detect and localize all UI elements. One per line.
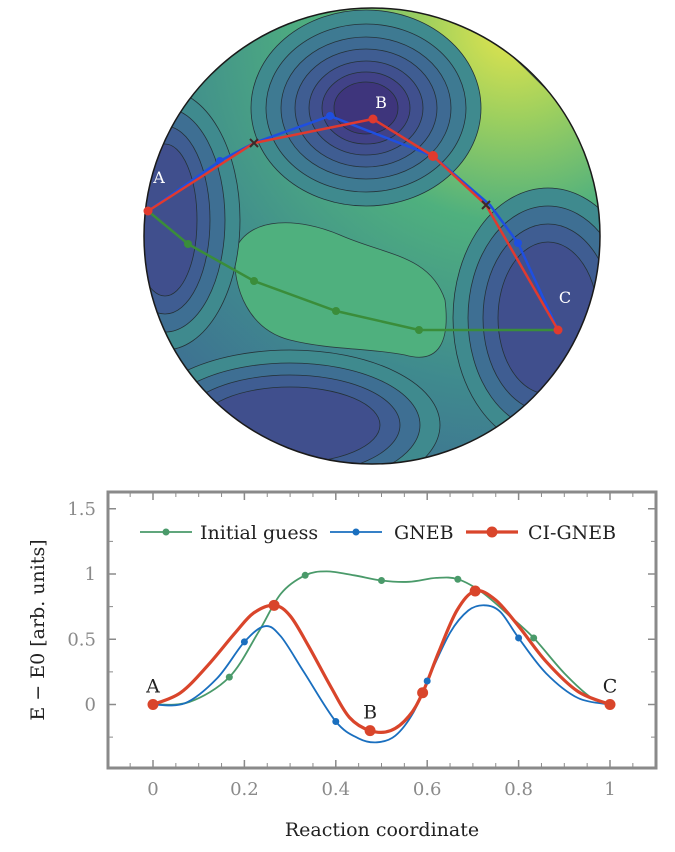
energy-sphere: A B C [143,7,601,465]
point-initial-guess [301,571,309,579]
point-gneb [515,634,523,642]
energy-profile-plot: 0 0.2 0.4 0.6 0.8 1 0 0.5 1 1.5 A B C Initial guess… [27,490,658,841]
point-gneb [240,638,248,646]
x-tick-label: 1 [604,779,615,800]
sphere-label-c: C [559,288,571,307]
y-tick-label: 1 [85,564,96,585]
basin-bottom [144,349,441,464]
y-tick-label: 0.5 [67,629,96,650]
point-label: C [603,676,618,698]
legend-label-ci-gneb: CI-GNEB [528,522,616,544]
sphere-outline [143,7,601,465]
point-label: B [363,702,377,724]
point-gneb [423,677,431,685]
basin-b [250,9,482,207]
curve-gneb [152,604,611,744]
plot-frame [106,490,658,770]
x-tick-label: 0.8 [504,779,533,800]
point-initial-guess [225,673,233,681]
sphere-label-a: A [152,168,165,187]
point-gneb [332,717,340,725]
x-tick-label: 0 [147,779,158,800]
point-ci-gneb [604,699,616,710]
path-gneb [147,114,560,331]
axis-ticks: 0 0.2 0.4 0.6 0.8 1 0 0.5 1 1.5 [67,493,655,800]
legend-label-initial-guess: Initial guess [200,522,318,544]
point-initial-guess [454,575,462,583]
curve-ci-gneb [152,589,611,734]
point-initial-guess [378,577,385,585]
path-initial-guess [147,210,558,332]
x-axis-label: Reaction coordinate [285,819,479,841]
point-ci-gneb [147,699,159,710]
legend-label-gneb: GNEB [394,522,454,544]
x-tick-label: 0.4 [321,779,350,800]
y-tick-label: 0 [85,695,96,716]
point-label: A [145,676,160,698]
point-labels: A B C [145,676,617,724]
x-tick-label: 0.6 [413,779,442,800]
point-ci-gneb [364,725,376,737]
point-ci-gneb [469,585,481,597]
saddle-markers [249,138,491,210]
legend-marker-gneb [352,528,360,536]
legend: Initial guess GNEB CI-GNEB [140,522,616,544]
path-ci-gneb-markers [143,114,563,335]
legend-marker-ci-gneb [486,526,498,538]
point-ci-gneb [268,599,280,611]
y-tick-label: 1.5 [67,499,96,520]
path-ci-gneb [147,117,560,331]
legend-marker-initial-guess [162,528,170,536]
sphere-label-b: B [375,93,387,112]
point-initial-guess [530,634,538,642]
y-axis-label: E − E0 [arb. units] [27,539,49,720]
path-initial-guess-markers [184,240,423,334]
basin-c [452,187,600,449]
basin-a [144,89,241,351]
point-ci-gneb [417,687,429,699]
x-tick-label: 0.2 [230,779,259,800]
series-markers [147,571,616,737]
path-gneb-markers [216,112,522,247]
